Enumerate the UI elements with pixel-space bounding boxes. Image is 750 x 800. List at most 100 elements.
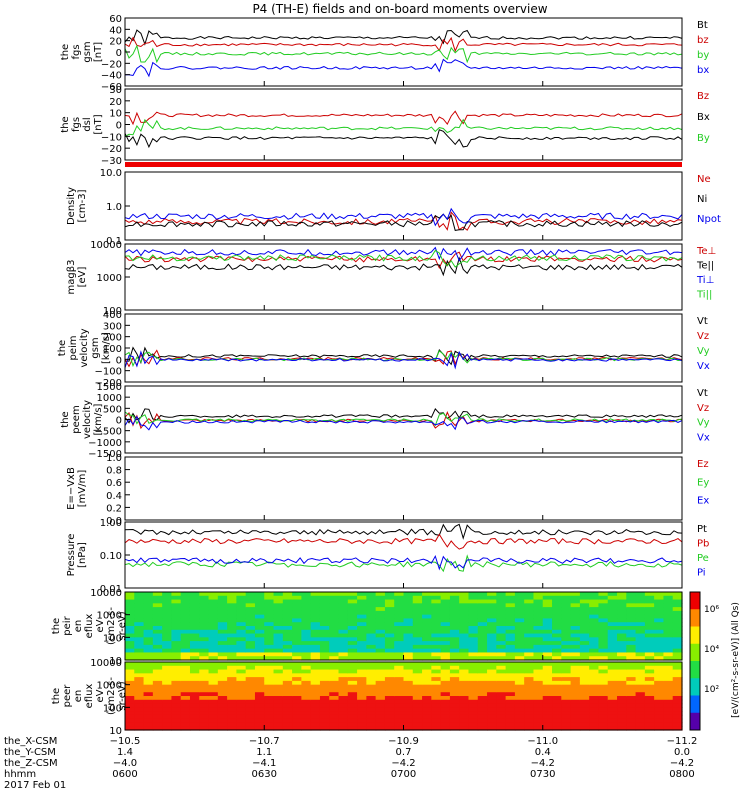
y-tick-label: 100 xyxy=(103,344,122,355)
heatmap-cell xyxy=(487,662,497,667)
heatmap-cell xyxy=(412,703,423,708)
heatmap-cell xyxy=(514,707,525,712)
heatmap-cell xyxy=(245,644,256,650)
heatmap-cell xyxy=(524,718,535,724)
heatmap-cell xyxy=(542,673,553,678)
heatmap-cell xyxy=(338,644,349,650)
heatmap-cell xyxy=(654,699,665,705)
heatmap-cell xyxy=(347,626,358,631)
heatmap-cell xyxy=(189,599,200,604)
heatmap-cell xyxy=(626,673,637,678)
heatmap-cell xyxy=(477,718,488,724)
heatmap-cell xyxy=(533,637,544,642)
heatmap-cell xyxy=(143,711,154,716)
heatmap-cell xyxy=(152,592,163,597)
heatmap-cell xyxy=(589,592,600,597)
heatmap-cell xyxy=(208,726,219,731)
heatmap-cell xyxy=(171,599,182,604)
heatmap-cell xyxy=(217,603,228,608)
heatmap-cell xyxy=(134,614,145,620)
heatmap-cell xyxy=(607,711,618,716)
heatmap-cell xyxy=(282,610,293,616)
heatmap-cell xyxy=(589,622,600,627)
heatmap-cell xyxy=(125,699,135,705)
heatmap-cell xyxy=(162,641,173,646)
heatmap-cell xyxy=(654,652,665,657)
heatmap-cell xyxy=(607,669,618,674)
heatmap-cell xyxy=(496,618,507,623)
heatmap-cell xyxy=(134,610,145,616)
series-Vy xyxy=(124,350,683,368)
heatmap-cell xyxy=(273,692,284,697)
heatmap-cell xyxy=(329,629,340,635)
heatmap-cell xyxy=(125,722,135,727)
heatmap-cell xyxy=(171,648,182,654)
axis-row-value: 1.4 xyxy=(117,747,133,758)
heatmap-cell xyxy=(477,599,488,604)
heatmap-cell xyxy=(552,726,562,731)
heatmap-cell xyxy=(552,722,562,727)
heatmap-cell xyxy=(357,592,367,597)
heatmap-cell xyxy=(607,677,618,682)
heatmap-cell xyxy=(422,652,432,657)
heatmap-cell xyxy=(366,637,377,642)
heatmap-cell xyxy=(143,599,154,604)
heatmap-cell xyxy=(533,699,544,705)
heatmap-cell xyxy=(171,688,182,693)
heatmap-cell xyxy=(672,648,683,654)
y-tick-label: 10 xyxy=(109,726,122,737)
heatmap-cell xyxy=(552,669,562,674)
heatmap-cell xyxy=(217,707,228,712)
heatmap-cell xyxy=(459,614,470,620)
heatmap-cell xyxy=(384,714,395,720)
heatmap-cell xyxy=(589,603,600,608)
heatmap-cell xyxy=(459,699,470,705)
heatmap-cell xyxy=(524,665,535,671)
heatmap-cell xyxy=(199,696,210,701)
heatmap-cell xyxy=(310,607,321,612)
heatmap-cell xyxy=(561,603,572,608)
heatmap-cell xyxy=(217,595,228,601)
heatmap-cell xyxy=(477,688,488,693)
heatmap-cell xyxy=(459,684,470,690)
heatmap-cell xyxy=(412,592,423,597)
heatmap-cell xyxy=(282,696,293,701)
heatmap-cell xyxy=(524,699,535,705)
heatmap-cell xyxy=(449,644,460,650)
heatmap-cell xyxy=(375,641,386,646)
heatmap-cell xyxy=(236,699,247,705)
axis-row-value: 0730 xyxy=(530,769,555,780)
heatmap-cell xyxy=(607,603,618,608)
heatmap-cell xyxy=(171,692,182,697)
heatmap-cell xyxy=(422,688,432,693)
heatmap-cell xyxy=(282,718,293,724)
legend-Ti⊥: Ti⊥ xyxy=(696,275,714,286)
heatmap-cell xyxy=(635,692,646,697)
heatmap-cell xyxy=(273,656,284,661)
heatmap-cell xyxy=(468,595,479,601)
heatmap-cell xyxy=(496,662,507,667)
heatmap-cell xyxy=(171,644,182,650)
heatmap-cell xyxy=(598,680,609,686)
heatmap-cell xyxy=(245,614,256,620)
heatmap-cell xyxy=(273,595,284,601)
heatmap-cell xyxy=(663,652,674,657)
heatmap-cell xyxy=(264,652,275,657)
heatmap-cell xyxy=(459,599,470,604)
heatmap-cell xyxy=(468,644,479,650)
heatmap-cell xyxy=(338,633,349,638)
y-tick-label: 1.0 xyxy=(106,453,122,464)
heatmap-cell xyxy=(162,595,173,601)
heatmap-cell xyxy=(635,662,646,667)
heatmap-cell xyxy=(533,711,544,716)
heatmap-cell xyxy=(394,637,405,642)
heatmap-cell xyxy=(208,618,219,623)
heatmap-cell xyxy=(171,662,182,667)
heatmap-cell xyxy=(635,684,646,690)
heatmap-cell xyxy=(617,637,627,642)
heatmap-cell xyxy=(449,622,460,627)
heatmap-cell xyxy=(227,688,237,693)
heatmap-cell xyxy=(459,648,470,654)
